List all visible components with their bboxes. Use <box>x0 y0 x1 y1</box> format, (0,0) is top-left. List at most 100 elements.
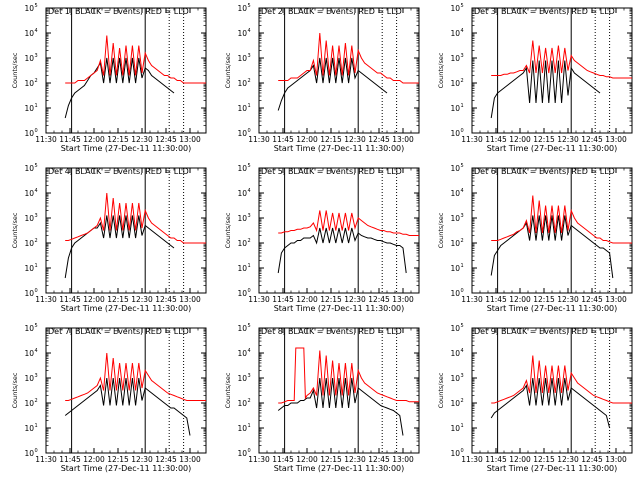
y-tick-label: 10 <box>24 29 34 38</box>
y-tick-label: 10 <box>24 214 34 223</box>
y-tick-exponent: 2 <box>461 398 464 404</box>
y-tick-exponent: 1 <box>248 103 251 109</box>
y-tick-label: 10 <box>237 214 247 223</box>
y-tick-label: 10 <box>24 4 34 13</box>
y-axis-label: Counts/sec <box>437 372 445 408</box>
lld-series-line <box>491 355 632 404</box>
x-tick-label: 12:15 <box>533 455 555 464</box>
y-tick-label: 10 <box>450 239 460 248</box>
y-tick-label: 10 <box>237 264 247 273</box>
lld-series-line <box>278 347 419 404</box>
y-tick-label: 10 <box>237 239 247 248</box>
y-tick-exponent: 1 <box>461 423 464 429</box>
x-tick-label: 12:45 <box>581 295 603 304</box>
y-tick-label: 10 <box>450 424 460 433</box>
y-tick-exponent: 3 <box>35 213 38 219</box>
y-tick-label: 10 <box>24 189 34 198</box>
y-tick-exponent: 2 <box>35 238 38 244</box>
x-tick-label: 12:00 <box>83 135 105 144</box>
y-tick-label: 10 <box>237 54 247 63</box>
y-tick-exponent: 1 <box>248 423 251 429</box>
y-tick-exponent: 5 <box>248 163 251 169</box>
y-tick-exponent: 4 <box>461 28 464 34</box>
y-axis-label: Counts/sec <box>224 372 232 408</box>
y-tick-exponent: 1 <box>461 263 464 269</box>
y-tick-label: 10 <box>237 374 247 383</box>
y-tick-exponent: 2 <box>248 238 251 244</box>
y-tick-exponent: 5 <box>35 3 38 9</box>
y-tick-label: 10 <box>450 104 460 113</box>
y-tick-exponent: 0 <box>461 288 464 294</box>
y-tick-exponent: 3 <box>35 373 38 379</box>
x-tick-label: 11:30 <box>461 455 483 464</box>
events-series-line <box>64 57 175 119</box>
y-tick-exponent: 0 <box>35 288 38 294</box>
x-tick-label: 12:45 <box>581 455 603 464</box>
x-tick-label: 13:00 <box>392 135 414 144</box>
x-tick-label: 13:00 <box>392 295 414 304</box>
x-tick-label: 11:45 <box>272 455 294 464</box>
x-tick-label: 11:30 <box>248 135 270 144</box>
x-tick-label: 12:30 <box>344 135 366 144</box>
x-tick-label: 12:15 <box>533 295 555 304</box>
x-tick-label: 12:15 <box>107 455 129 464</box>
plot-frame <box>45 7 207 134</box>
y-tick-label: 10 <box>24 289 34 298</box>
y-tick-exponent: 0 <box>35 448 38 454</box>
y-tick-label: 10 <box>237 79 247 88</box>
y-tick-exponent: 2 <box>248 78 251 84</box>
y-tick-exponent: 0 <box>248 448 251 454</box>
x-axis-label: Start Time (27-Dec-11 11:30:00) <box>61 464 192 473</box>
x-tick-label: 12:45 <box>155 135 177 144</box>
x-tick-label: 11:45 <box>59 135 81 144</box>
y-tick-label: 10 <box>237 189 247 198</box>
y-tick-exponent: 0 <box>35 128 38 134</box>
y-tick-exponent: 5 <box>461 3 464 9</box>
y-tick-exponent: 3 <box>35 53 38 59</box>
x-tick-label: 11:45 <box>272 135 294 144</box>
plot-frame <box>45 327 207 454</box>
x-tick-label: 11:30 <box>35 455 57 464</box>
x-tick-label: 12:15 <box>107 295 129 304</box>
y-tick-exponent: 3 <box>248 373 251 379</box>
x-axis-label: Start Time (27-Dec-11 11:30:00) <box>274 304 405 313</box>
lld-series-line <box>65 35 206 84</box>
y-tick-label: 10 <box>237 399 247 408</box>
x-tick-label: 12:30 <box>344 455 366 464</box>
y-tick-label: 10 <box>24 324 34 333</box>
y-tick-label: 10 <box>237 29 247 38</box>
y-tick-exponent: 3 <box>461 53 464 59</box>
x-tick-label: 12:00 <box>509 135 531 144</box>
y-tick-label: 10 <box>450 214 460 223</box>
y-tick-label: 10 <box>24 54 34 63</box>
y-tick-exponent: 3 <box>461 373 464 379</box>
y-tick-label: 10 <box>24 374 34 383</box>
y-tick-exponent: 4 <box>35 188 38 194</box>
events-series-line <box>64 377 191 436</box>
plot-frame <box>258 167 420 294</box>
y-tick-exponent: 5 <box>35 323 38 329</box>
y-tick-label: 10 <box>450 79 460 88</box>
x-tick-label: 11:30 <box>461 135 483 144</box>
y-axis-label: Counts/sec <box>11 52 19 88</box>
y-tick-exponent: 2 <box>461 78 464 84</box>
y-tick-label: 10 <box>450 54 460 63</box>
events-series-line <box>64 215 175 279</box>
y-tick-label: 10 <box>24 104 34 113</box>
x-tick-label: 13:00 <box>179 455 201 464</box>
y-tick-label: 10 <box>450 349 460 358</box>
y-tick-label: 10 <box>450 129 460 138</box>
y-tick-label: 10 <box>237 164 247 173</box>
x-tick-label: 12:00 <box>296 135 318 144</box>
y-tick-label: 10 <box>450 4 460 13</box>
x-tick-label: 13:00 <box>605 295 627 304</box>
x-tick-label: 13:00 <box>392 455 414 464</box>
x-tick-label: 12:30 <box>557 135 579 144</box>
y-tick-label: 10 <box>450 324 460 333</box>
